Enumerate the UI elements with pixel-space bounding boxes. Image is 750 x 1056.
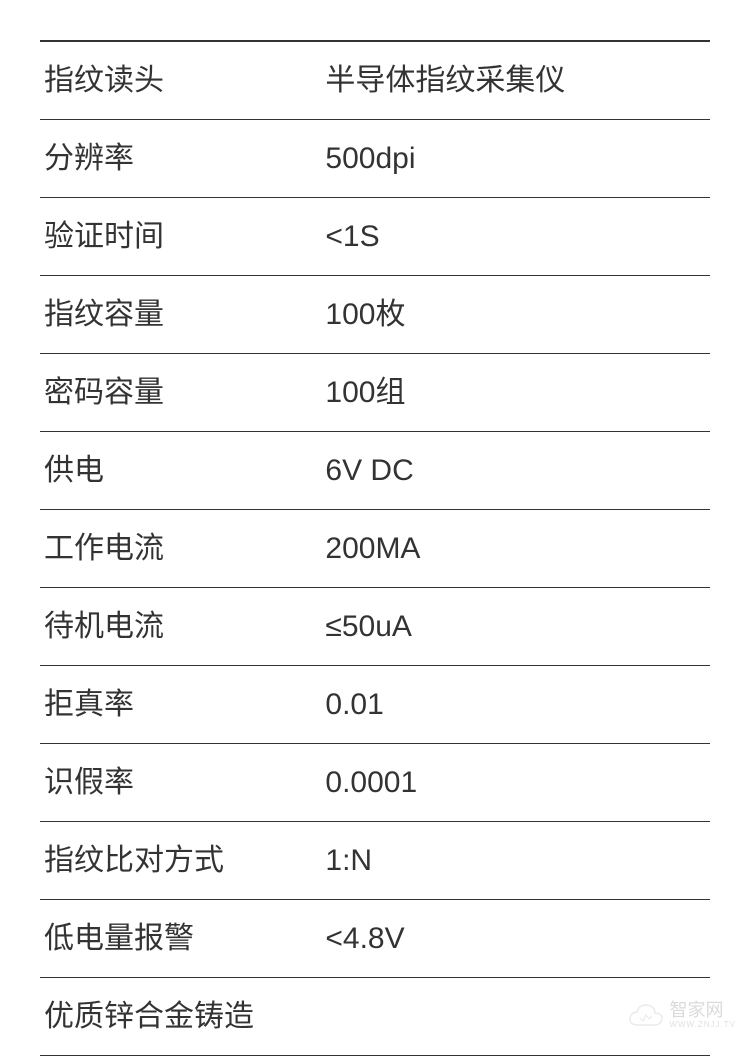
spec-value: <4.8V	[321, 900, 710, 978]
table-row: 低电量报警 <4.8V	[40, 900, 710, 978]
table-row: 密码容量 100组	[40, 354, 710, 432]
spec-label: 拒真率	[40, 666, 321, 744]
table-row: 供电 6V DC	[40, 432, 710, 510]
spec-table-body: 指纹读头 半导体指纹采集仪 分辨率 500dpi 验证时间 <1S 指纹容量 1…	[40, 41, 710, 1056]
spec-label: 指纹读头	[40, 41, 321, 120]
spec-value: 0.01	[321, 666, 710, 744]
spec-value: 6V DC	[321, 432, 710, 510]
table-row: 验证时间 <1S	[40, 198, 710, 276]
spec-value: 半导体指纹采集仪	[321, 41, 710, 120]
watermark-main-text: 智家网	[669, 1001, 736, 1019]
spec-value: 500dpi	[321, 120, 710, 198]
table-row: 指纹读头 半导体指纹采集仪	[40, 41, 710, 120]
spec-value: 200MA	[321, 510, 710, 588]
spec-label: 验证时间	[40, 198, 321, 276]
table-row: 识假率 0.0001	[40, 744, 710, 822]
spec-label: 识假率	[40, 744, 321, 822]
cloud-icon	[629, 1003, 663, 1027]
spec-table: 指纹读头 半导体指纹采集仪 分辨率 500dpi 验证时间 <1S 指纹容量 1…	[40, 40, 710, 1056]
watermark: 智家网 WWW.ZNJJ.TV	[629, 1001, 736, 1029]
watermark-sub-text: WWW.ZNJJ.TV	[669, 1021, 736, 1029]
spec-label: 指纹比对方式	[40, 822, 321, 900]
table-row: 分辨率 500dpi	[40, 120, 710, 198]
table-row: 工作电流 200MA	[40, 510, 710, 588]
spec-value: ≤50uA	[321, 588, 710, 666]
spec-label: 优质锌合金铸造	[40, 978, 710, 1056]
spec-label: 分辨率	[40, 120, 321, 198]
spec-value: 1:N	[321, 822, 710, 900]
spec-value: 100组	[321, 354, 710, 432]
watermark-text-group: 智家网 WWW.ZNJJ.TV	[669, 1001, 736, 1029]
spec-label: 指纹容量	[40, 276, 321, 354]
spec-table-container: 指纹读头 半导体指纹采集仪 分辨率 500dpi 验证时间 <1S 指纹容量 1…	[0, 0, 750, 1056]
spec-label: 供电	[40, 432, 321, 510]
spec-label: 工作电流	[40, 510, 321, 588]
table-row: 指纹比对方式 1:N	[40, 822, 710, 900]
spec-value: 100枚	[321, 276, 710, 354]
table-row: 指纹容量 100枚	[40, 276, 710, 354]
spec-label: 密码容量	[40, 354, 321, 432]
table-row: 优质锌合金铸造	[40, 978, 710, 1056]
spec-label: 待机电流	[40, 588, 321, 666]
spec-value: <1S	[321, 198, 710, 276]
spec-value: 0.0001	[321, 744, 710, 822]
table-row: 待机电流 ≤50uA	[40, 588, 710, 666]
spec-label: 低电量报警	[40, 900, 321, 978]
table-row: 拒真率 0.01	[40, 666, 710, 744]
